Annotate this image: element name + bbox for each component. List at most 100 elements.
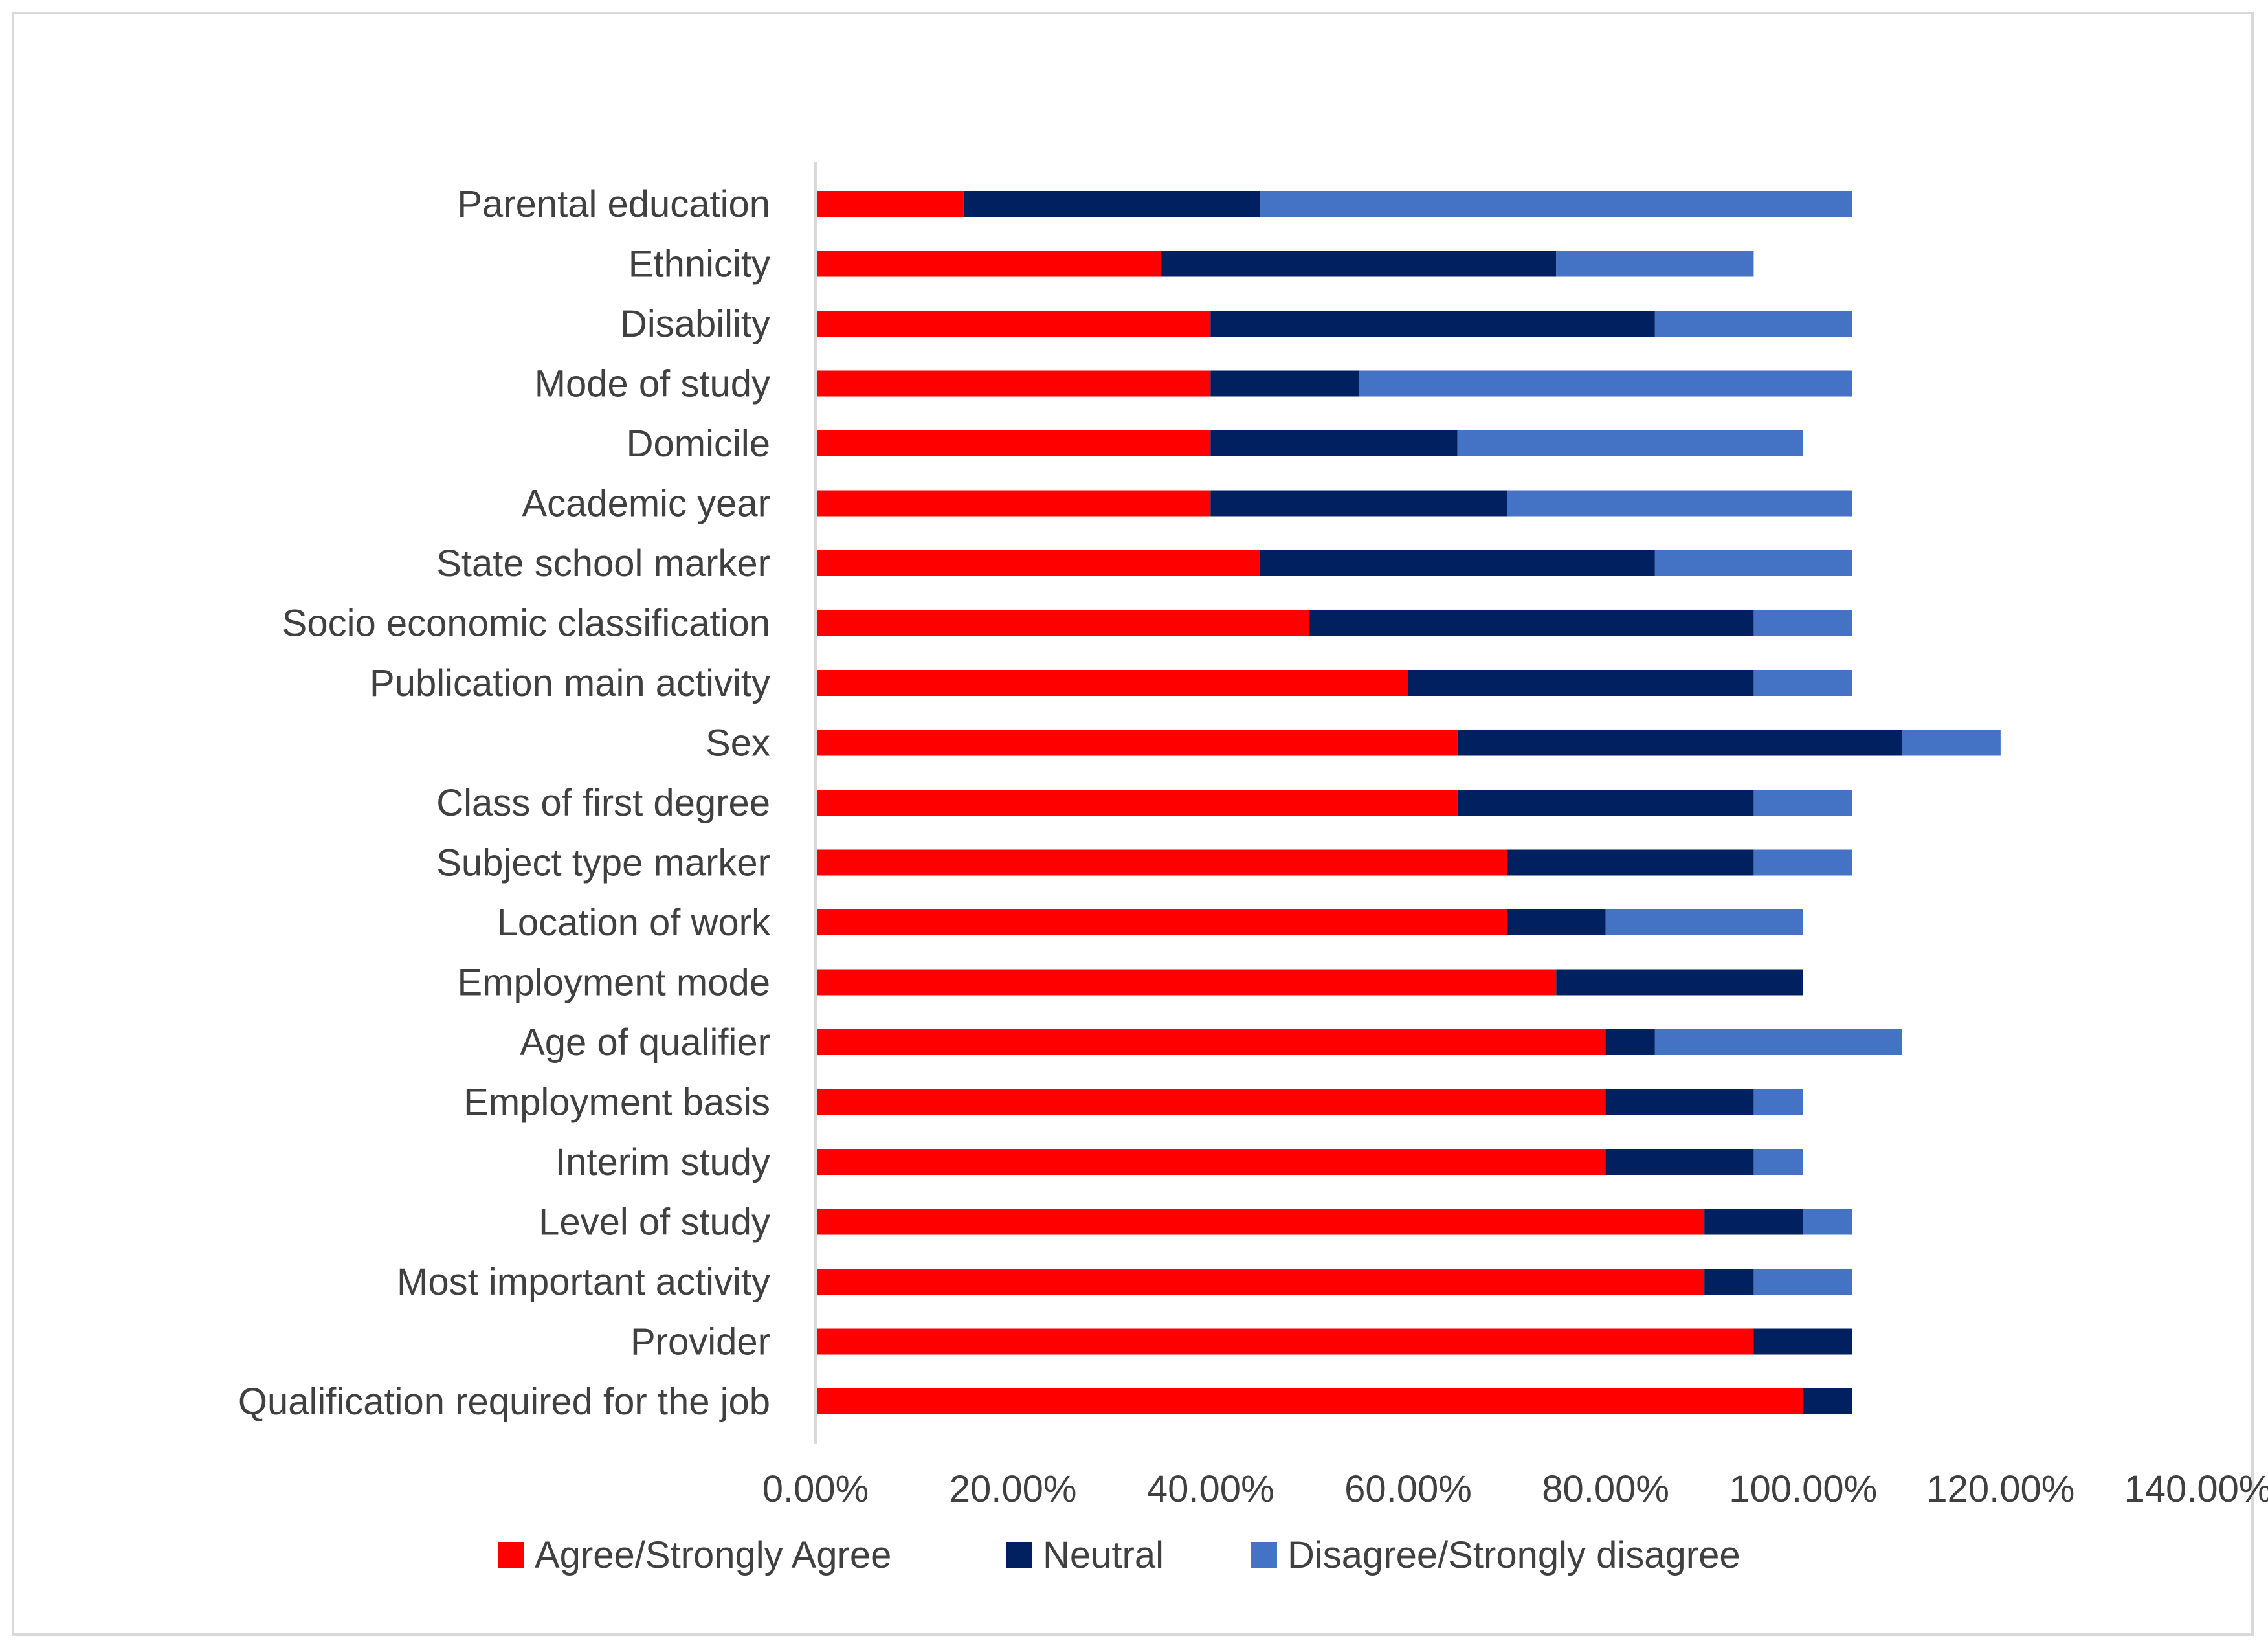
bar-ethnicity-agree-strongly-agree [816, 251, 1161, 277]
category-label: Publication main activity [370, 662, 770, 704]
x-tick-label: 20.00% [950, 1468, 1077, 1510]
bar-ethnicity-disagree-strongly-disagree [1556, 251, 1754, 277]
bar-disability-disagree-strongly-disagree [1654, 311, 1852, 337]
bar-academic-year-disagree-strongly-disagree [1507, 490, 1852, 517]
legend-label-agree-strongly-agree: Agree/Strongly Agree [535, 1534, 891, 1576]
bar-most-important-activity-disagree-strongly-disagree [1753, 1269, 1852, 1295]
bar-sex-agree-strongly-agree [816, 730, 1458, 756]
bar-disability-agree-strongly-agree [816, 311, 1211, 337]
x-tick-label: 60.00% [1344, 1468, 1472, 1510]
bar-level-of-study-disagree-strongly-disagree [1803, 1209, 1852, 1235]
bar-employment-basis-disagree-strongly-disagree [1753, 1089, 1803, 1115]
bar-subject-type-marker-neutral [1507, 849, 1754, 876]
bar-socio-economic-classification-agree-strongly-agree [816, 610, 1309, 636]
category-label: Provider [630, 1321, 770, 1363]
bar-level-of-study-agree-strongly-agree [816, 1209, 1705, 1235]
bar-publication-main-activity-disagree-strongly-disagree [1753, 670, 1852, 696]
bar-sex-disagree-strongly-disagree [1902, 730, 2001, 756]
category-label: Parental education [457, 183, 770, 225]
bar-interim-study-neutral [1605, 1149, 1754, 1175]
bar-provider-agree-strongly-agree [816, 1328, 1754, 1355]
category-label: Domicile [627, 423, 770, 465]
bar-most-important-activity-agree-strongly-agree [816, 1269, 1705, 1295]
bar-mode-of-study-disagree-strongly-disagree [1359, 370, 1852, 397]
bar-academic-year-agree-strongly-agree [816, 490, 1211, 517]
category-label: Sex [706, 722, 770, 764]
bar-qualification-required-for-the-job-neutral [1803, 1388, 1852, 1414]
category-label: Disability [620, 303, 770, 345]
category-labels: Parental education Ethnicity Disability Mod… [238, 183, 771, 1423]
bar-publication-main-activity-neutral [1408, 670, 1754, 696]
bar-subject-type-marker-agree-strongly-agree [816, 849, 1507, 876]
legend-swatch-disagree-strongly-disagree [1251, 1542, 1277, 1568]
bar-ethnicity-neutral [1161, 251, 1557, 277]
bar-parental-education-agree-strongly-agree [816, 191, 964, 217]
category-label: State school marker [436, 542, 770, 585]
legend-swatch-agree-strongly-agree [498, 1542, 524, 1568]
category-label: Mode of study [535, 363, 770, 405]
legend-swatch-neutral [1006, 1542, 1032, 1568]
bar-subject-type-marker-disagree-strongly-disagree [1753, 849, 1852, 876]
bar-mode-of-study-neutral [1210, 370, 1359, 397]
bar-parental-education-disagree-strongly-disagree [1260, 191, 1852, 217]
category-label: Qualification required for the job [238, 1381, 770, 1423]
category-label: Class of first degree [436, 782, 770, 824]
category-label: Location of work [497, 902, 771, 944]
x-tick-label: 120.00% [1926, 1468, 2074, 1510]
bar-class-of-first-degree-disagree-strongly-disagree [1753, 790, 1852, 816]
bar-publication-main-activity-agree-strongly-agree [816, 670, 1408, 696]
bar-disability-neutral [1210, 311, 1655, 337]
bar-age-of-qualifier-agree-strongly-agree [816, 1029, 1606, 1055]
x-tick-label: 40.00% [1147, 1468, 1274, 1510]
bar-domicile-neutral [1210, 430, 1458, 456]
x-tick-label: 80.00% [1542, 1468, 1669, 1510]
bar-employment-basis-neutral [1605, 1089, 1754, 1115]
bars-layer [816, 191, 2001, 1414]
bar-state-school-marker-disagree-strongly-disagree [1654, 550, 1852, 576]
bar-location-of-work-neutral [1507, 909, 1606, 935]
legend-label-disagree-strongly-disagree: Disagree/Strongly disagree [1287, 1534, 1740, 1576]
bar-employment-basis-agree-strongly-agree [816, 1089, 1606, 1115]
chart-frame [12, 12, 2254, 1636]
bar-class-of-first-degree-neutral [1457, 790, 1754, 816]
bar-level-of-study-neutral [1704, 1209, 1803, 1235]
bar-state-school-marker-neutral [1260, 550, 1655, 576]
bar-state-school-marker-agree-strongly-agree [816, 550, 1260, 576]
bar-academic-year-neutral [1210, 490, 1507, 517]
bar-qualification-required-for-the-job-agree-strongly-agree [816, 1388, 1803, 1414]
bar-socio-economic-classification-neutral [1309, 610, 1754, 636]
bar-most-important-activity-neutral [1704, 1269, 1754, 1295]
bar-domicile-disagree-strongly-disagree [1457, 430, 1803, 456]
bar-location-of-work-disagree-strongly-disagree [1605, 909, 1803, 935]
bar-employment-mode-neutral [1556, 969, 1803, 996]
x-tick-label: 100.00% [1729, 1468, 1877, 1510]
bar-mode-of-study-agree-strongly-agree [816, 370, 1211, 397]
bar-age-of-qualifier-disagree-strongly-disagree [1654, 1029, 1902, 1055]
category-label: Age of qualifier [520, 1021, 770, 1064]
bar-location-of-work-agree-strongly-agree [816, 909, 1507, 935]
category-label: Most important activity [397, 1261, 770, 1303]
category-label: Employment basis [463, 1082, 770, 1124]
category-label: Employment mode [457, 962, 770, 1004]
bar-age-of-qualifier-neutral [1605, 1029, 1655, 1055]
bar-parental-education-neutral [963, 191, 1260, 217]
category-label: Academic year [522, 483, 770, 525]
legend-label-neutral: Neutral [1043, 1534, 1164, 1576]
category-label: Ethnicity [628, 243, 770, 285]
legend: Agree/Strongly Agree Neutral Disagree/Stro… [498, 1534, 1740, 1576]
category-label: Subject type marker [436, 842, 770, 884]
category-label: Socio economic classification [282, 603, 770, 645]
bar-provider-neutral [1753, 1328, 1852, 1355]
bar-class-of-first-degree-agree-strongly-agree [816, 790, 1458, 816]
category-label: Interim study [555, 1141, 770, 1183]
bar-interim-study-disagree-strongly-disagree [1753, 1149, 1803, 1175]
bar-domicile-agree-strongly-agree [816, 430, 1211, 456]
bar-sex-neutral [1457, 730, 1902, 756]
x-axis-tick-labels: 0.00% 20.00% 40.00% 60.00% 80.00% 100.00% 120.… [762, 1468, 2268, 1510]
category-label: Level of study [539, 1201, 770, 1243]
bar-socio-economic-classification-disagree-strongly-disagree [1753, 610, 1852, 636]
x-tick-label: 140.00% [2124, 1468, 2268, 1510]
x-tick-label: 0.00% [762, 1468, 869, 1510]
bar-employment-mode-agree-strongly-agree [816, 969, 1557, 996]
